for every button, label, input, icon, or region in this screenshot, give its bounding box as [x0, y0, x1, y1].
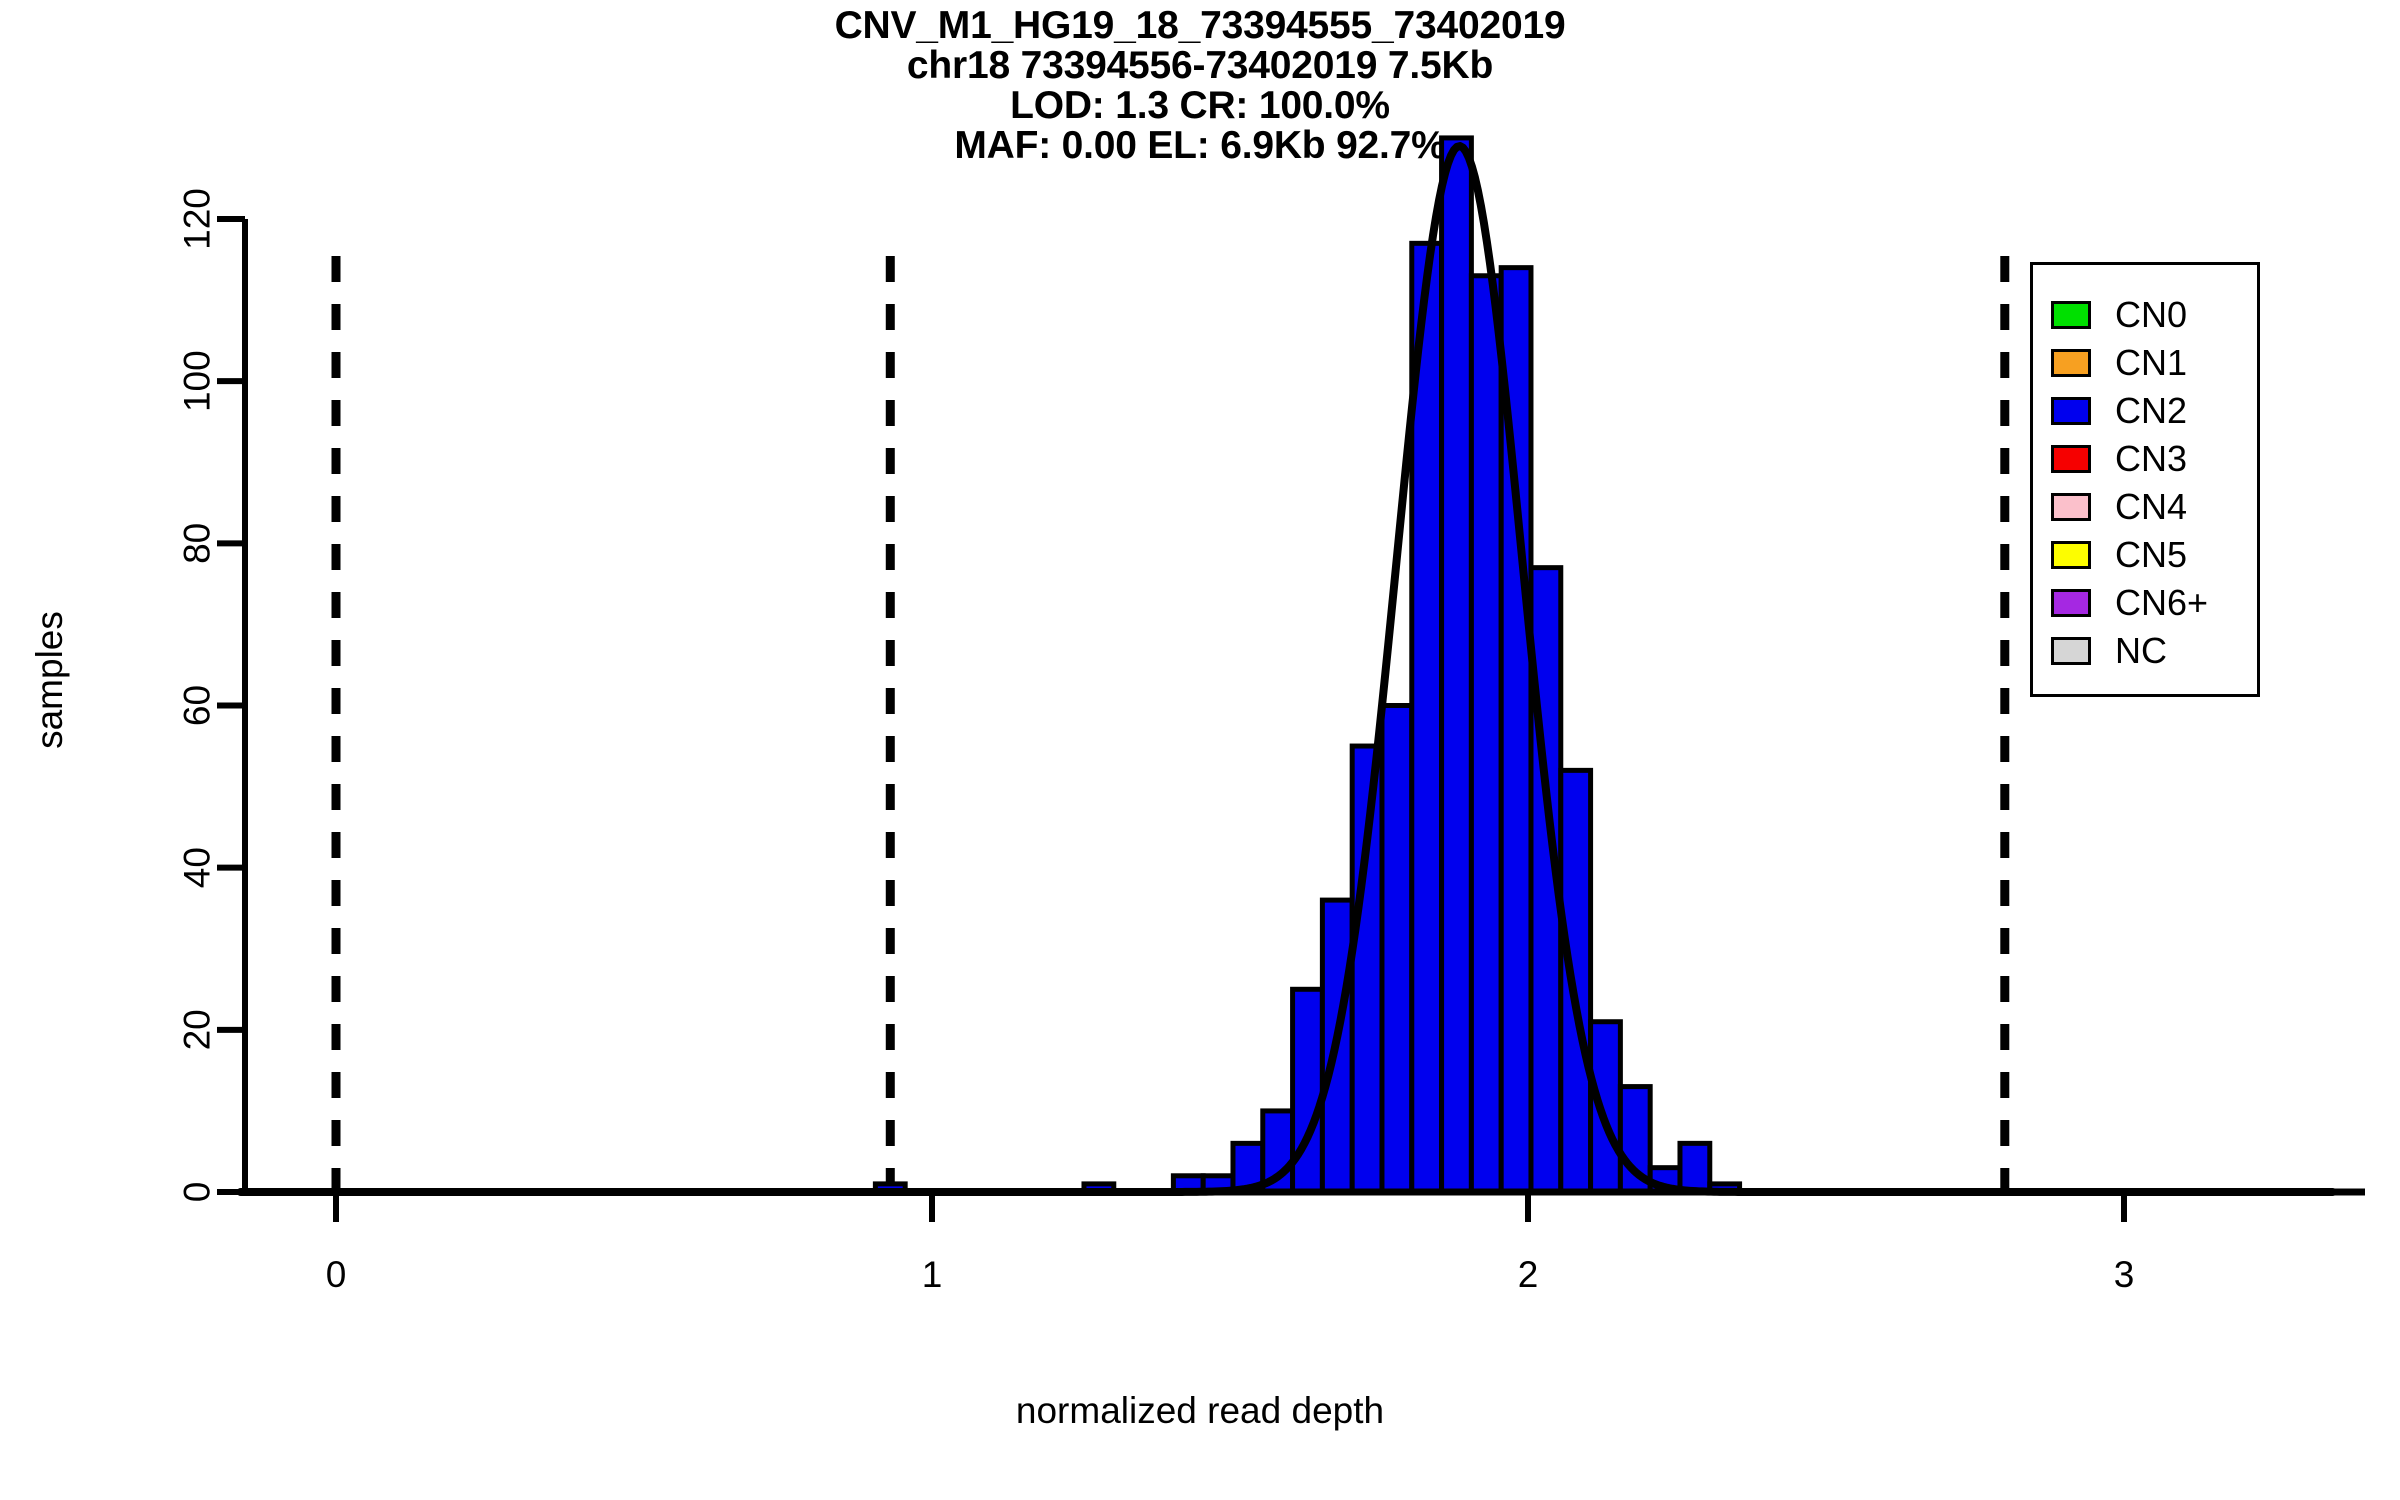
x-axis-tick-label: 3 [2114, 1254, 2135, 1295]
histogram-bar [1468, 273, 1504, 1195]
legend-swatch-icon [2051, 589, 2091, 617]
legend-label: CN2 [2115, 390, 2188, 431]
plot-title: CNV_M1_HG19_18_73394555_73402019 chr18 7… [0, 0, 2400, 166]
legend-swatch-icon [2051, 637, 2091, 665]
legend: CN0 CN1 CN2 CN3 CN4 CN5 CN6+ NC [2030, 262, 2260, 697]
legend-swatch-icon [2051, 493, 2091, 521]
x-axis-tick-label: 2 [1518, 1254, 1539, 1295]
reference-lines [331, 256, 2010, 1192]
legend-swatch-icon [2051, 445, 2091, 473]
legend-label: CN3 [2115, 438, 2188, 479]
legend-label: CN1 [2115, 342, 2188, 383]
histogram-bar [1558, 767, 1594, 1195]
y-axis-tick-label: 60 [177, 685, 218, 726]
x-axis-tick-label: 0 [326, 1254, 347, 1295]
title-line-4: MAF: 0.00 EL: 6.9Kb 92.7% [954, 124, 1446, 167]
legend-swatch-icon [2051, 301, 2091, 329]
title-line-1: CNV_M1_HG19_18_73394555_73402019 [834, 4, 1566, 47]
y-axis: 0 20 40 60 80 100 120 [177, 188, 248, 1203]
y-axis-tick-label: 20 [177, 1009, 218, 1050]
legend-item-cn4[interactable]: CN4 [2051, 483, 2257, 531]
x-axis-tick-label: 1 [922, 1254, 943, 1295]
legend-swatch-icon [2051, 349, 2091, 377]
y-axis-tick-label: 100 [177, 350, 218, 412]
legend-item-cn3[interactable]: CN3 [2051, 435, 2257, 483]
legend-label: CN4 [2115, 486, 2188, 527]
title-line-2: chr18 73394556-73402019 7.5Kb [906, 44, 1494, 87]
legend-label: NC [2115, 630, 2167, 671]
legend-item-nc[interactable]: NC [2051, 627, 2257, 675]
x-axis-title: normalized read depth [1015, 1390, 1385, 1431]
legend-label: CN0 [2115, 294, 2188, 335]
histogram-bars [872, 135, 1743, 1195]
histogram-bar [1677, 1140, 1713, 1195]
legend-item-cn0[interactable]: CN0 [2051, 291, 2257, 339]
legend-item-cn2[interactable]: CN2 [2051, 387, 2257, 435]
legend-label: CN5 [2115, 534, 2188, 575]
y-axis-tick-label: 80 [177, 523, 218, 564]
y-axis-tick-label: 120 [177, 188, 218, 250]
y-axis-title: samples [29, 611, 70, 749]
legend-item-cn1[interactable]: CN1 [2051, 339, 2257, 387]
density-curve [236, 142, 2337, 1196]
legend-swatch-icon [2051, 541, 2091, 569]
legend-item-cn5[interactable]: CN5 [2051, 531, 2257, 579]
title-line-3: LOD: 1.3 CR: 100.0% [1010, 84, 1390, 127]
legend-swatch-icon [2051, 397, 2091, 425]
y-axis-tick-label: 40 [177, 847, 218, 888]
legend-item-cn6plus[interactable]: CN6+ [2051, 579, 2257, 627]
legend-label: CN6+ [2115, 582, 2209, 623]
histogram-bar [1379, 703, 1415, 1195]
histogram-bar [1439, 135, 1474, 1195]
histogram-bar [1588, 1019, 1623, 1195]
density-curve-path [236, 142, 2337, 1196]
y-axis-tick-label: 0 [177, 1182, 218, 1203]
x-axis: 0 1 2 3 [245, 1188, 2365, 1295]
